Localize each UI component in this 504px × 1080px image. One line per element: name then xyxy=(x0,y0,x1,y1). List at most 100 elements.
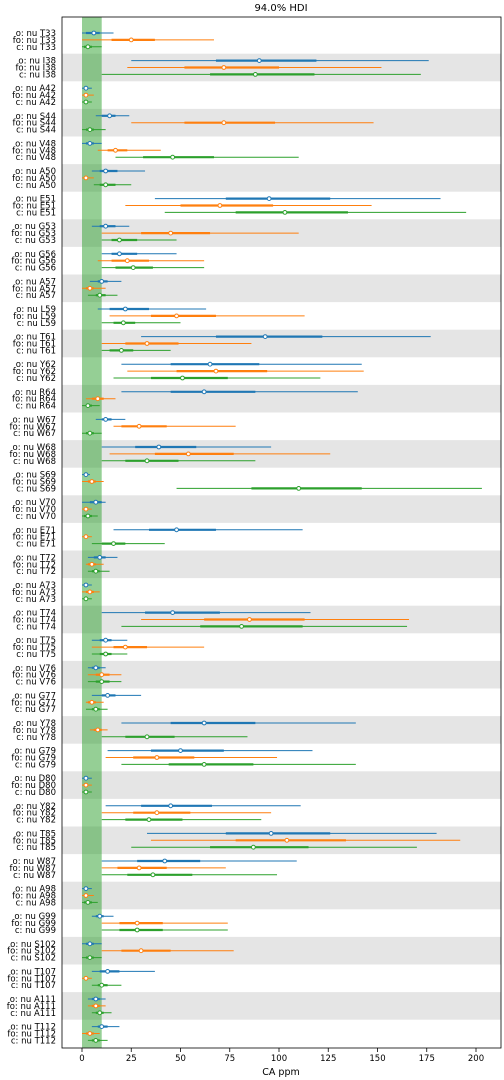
y-tick-label: o: nu S69 xyxy=(16,471,56,481)
y-tick-label: fo: nu A50 xyxy=(12,174,56,184)
x-tick-label: 100 xyxy=(271,1054,287,1064)
median-point-fo-T85 xyxy=(284,837,290,843)
y-tick-label: o: nu Y62 xyxy=(16,360,56,370)
median-point-o-G56 xyxy=(117,251,122,257)
interval-marks xyxy=(82,30,482,1043)
median-point-c-W68 xyxy=(144,458,150,464)
median-point-c-V76 xyxy=(99,679,105,684)
y-tick-label: o: nu V76 xyxy=(15,664,56,674)
y-tick-label: c: nu S44 xyxy=(16,126,56,136)
group-stripe xyxy=(62,384,501,413)
median-point-fo-G77 xyxy=(89,699,95,705)
y-tick-label: o: nu G77 xyxy=(14,691,56,701)
median-point-fo-A57 xyxy=(87,285,93,291)
y-tick-label: fo: nu A111 xyxy=(7,1002,56,1012)
x-axis-ticks: 0 25 50 75 100 125 150 175 200 xyxy=(79,1048,484,1064)
y-tick-label: o: nu G79 xyxy=(14,747,56,757)
median-point-fo-A50 xyxy=(83,175,89,181)
median-point-c-I38 xyxy=(252,72,258,77)
median-point-o-T75 xyxy=(103,637,109,643)
median-point-fo-V76 xyxy=(99,672,105,678)
median-point-fo-G79 xyxy=(154,755,160,760)
y-tick-label: o: nu I38 xyxy=(18,57,56,67)
x-tick-label: 125 xyxy=(320,1054,336,1064)
median-point-c-S102 xyxy=(87,955,93,960)
x-axis-label: CA ppm xyxy=(262,1067,299,1078)
y-tick-label: fo: nu V70 xyxy=(12,505,56,515)
y-tick-label: fo: nu I38 xyxy=(15,64,56,74)
y-tick-label: c: nu G79 xyxy=(15,760,56,770)
y-tick-label: o: nu E71 xyxy=(16,526,56,536)
median-point-fo-E71 xyxy=(83,534,89,540)
median-point-fo-Y82 xyxy=(154,810,160,816)
median-point-fo-T107 xyxy=(83,975,89,981)
y-tick-label: fo: nu W68 xyxy=(10,450,56,460)
median-point-o-W68 xyxy=(156,444,162,450)
y-tick-label: o: nu T61 xyxy=(16,333,56,343)
median-point-o-A42 xyxy=(83,85,89,91)
median-point-c-T74 xyxy=(239,624,244,629)
median-point-fo-S69 xyxy=(89,479,95,484)
median-point-o-G79 xyxy=(178,748,183,753)
median-point-o-A111 xyxy=(93,996,99,1002)
y-tick-label: fo: nu W67 xyxy=(10,422,56,432)
median-point-c-T75 xyxy=(103,651,109,657)
y-tick-label: fo: nu R64 xyxy=(12,395,56,405)
y-tick-label: o: nu G56 xyxy=(14,250,56,260)
group-stripe xyxy=(62,164,501,192)
median-point-c-G77 xyxy=(93,706,99,712)
median-point-c-T33 xyxy=(85,44,91,50)
group-stripe xyxy=(62,550,501,579)
y-tick-label: c: nu G56 xyxy=(15,264,56,274)
y-tick-label: o: nu S44 xyxy=(16,112,56,122)
median-point-o-T85 xyxy=(268,831,274,836)
y-tick-label: fo: nu T75 xyxy=(13,643,56,653)
median-point-o-T74 xyxy=(170,610,176,615)
y-tick-label: o: nu T112 xyxy=(10,1023,56,1033)
median-point-fo-R64 xyxy=(95,396,101,402)
y-tick-label: c: nu T75 xyxy=(16,650,56,660)
y-tick-label: fo: nu G99 xyxy=(11,919,56,929)
median-point-c-Y82 xyxy=(146,817,152,822)
y-tick-label: c: nu W68 xyxy=(13,457,56,467)
median-point-c-Y62 xyxy=(180,375,185,381)
y-tick-label: fo: nu G77 xyxy=(11,698,56,708)
median-point-o-Y62 xyxy=(207,361,213,367)
median-point-c-Y78 xyxy=(144,734,150,740)
y-tick-label: c: nu S102 xyxy=(11,954,56,964)
y-tick-label: o: nu A57 xyxy=(15,277,56,287)
y-tick-label: o: nu A42 xyxy=(15,84,56,94)
median-point-o-T33 xyxy=(91,30,97,36)
median-point-c-E51 xyxy=(282,210,288,215)
y-tick-label: c: nu D80 xyxy=(15,788,56,798)
median-point-c-S69 xyxy=(296,486,302,491)
median-point-fo-W87 xyxy=(136,865,142,871)
median-point-c-S44 xyxy=(87,127,93,133)
median-point-o-L59 xyxy=(122,306,128,312)
median-point-fo-W67 xyxy=(136,423,142,429)
y-tick-label: o: nu R64 xyxy=(15,388,56,398)
y-tick-label: fo: nu T85 xyxy=(13,836,56,846)
y-tick-label: fo: nu T72 xyxy=(13,560,56,570)
group-stripe xyxy=(62,495,501,523)
y-tick-label: o: nu T75 xyxy=(16,636,56,646)
x-tick-label: 50 xyxy=(175,1054,186,1064)
median-point-o-T107 xyxy=(105,969,111,974)
median-point-fo-T61 xyxy=(144,341,150,346)
median-point-o-G99 xyxy=(97,913,103,919)
y-tick-label: o: nu T72 xyxy=(16,553,56,563)
median-point-o-T72 xyxy=(97,555,103,560)
y-tick-label: fo: nu A73 xyxy=(12,588,56,598)
group-stripe xyxy=(62,992,501,1020)
median-point-c-G53 xyxy=(117,237,122,243)
median-point-fo-Y78 xyxy=(95,727,101,733)
y-tick-label: fo: nu T74 xyxy=(13,616,56,626)
y-tick-label: o: nu Y82 xyxy=(16,802,56,812)
y-tick-label: c: nu A50 xyxy=(16,181,56,191)
median-point-fo-V48 xyxy=(113,147,118,153)
y-tick-label: fo: nu W87 xyxy=(10,864,56,874)
y-tick-label: c: nu Y82 xyxy=(16,816,56,826)
plot-frame xyxy=(61,16,502,1049)
y-tick-label: c: nu V48 xyxy=(16,153,56,163)
